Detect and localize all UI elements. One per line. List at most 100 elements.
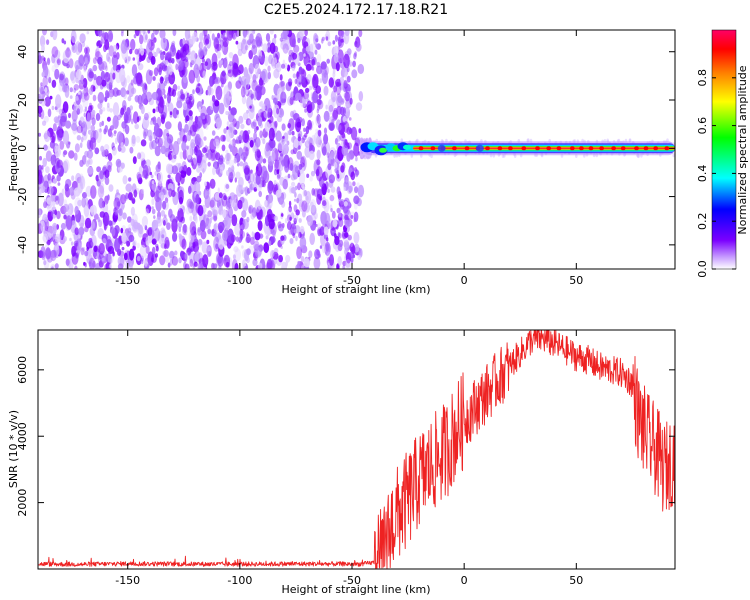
noise-speckle (159, 255, 166, 266)
band-peak-dot (464, 146, 470, 151)
snr-y-axis-title: SNR (10 * v/v) (7, 410, 20, 488)
noise-speckle (65, 47, 71, 58)
noise-speckle (157, 82, 161, 91)
band-peak-dot (599, 146, 604, 151)
noise-speckle (211, 53, 218, 67)
noise-speckle (92, 57, 97, 64)
noise-speckle (304, 108, 308, 113)
noise-speckle (286, 64, 291, 72)
noise-speckle (220, 34, 225, 39)
noise-speckle (358, 128, 362, 134)
noise-speckle (197, 262, 204, 269)
noise-speckle (332, 219, 338, 228)
noise-speckle (249, 183, 255, 191)
noise-speckle (159, 50, 163, 55)
noise-speckle (164, 236, 170, 249)
noise-speckle (113, 51, 117, 58)
noise-speckle (299, 30, 305, 38)
noise-speckle (120, 87, 127, 98)
noise-speckle (228, 105, 231, 111)
noise-speckle (223, 216, 231, 231)
noise-speckle (109, 92, 113, 100)
noise-speckle (229, 145, 234, 153)
noise-speckle (43, 260, 47, 266)
noise-speckle (186, 198, 193, 209)
band-peak-dot (569, 146, 575, 151)
noise-speckle (52, 209, 55, 215)
noise-speckle (298, 218, 302, 223)
noise-speckle (110, 132, 114, 138)
noise-speckle (316, 53, 322, 63)
noise-speckle (198, 106, 202, 113)
noise-speckle (344, 106, 350, 119)
noise-speckle (355, 200, 359, 204)
noise-speckle (255, 174, 261, 185)
noise-speckle (88, 140, 94, 152)
noise-speckle (310, 170, 316, 177)
noise-speckle (328, 174, 335, 184)
noise-speckle (225, 73, 229, 80)
noise-speckle (179, 234, 183, 241)
noise-speckle (265, 33, 271, 42)
noise-speckle (151, 183, 157, 192)
noise-speckle (104, 39, 110, 51)
noise-speckle (135, 72, 143, 85)
noise-speckle (234, 177, 237, 183)
noise-speckle (48, 178, 52, 184)
noise-speckle (344, 30, 350, 37)
noise-speckle (305, 46, 310, 52)
noise-speckle (142, 164, 149, 179)
noise-speckle (330, 90, 337, 103)
noise-speckle (130, 218, 135, 227)
noise-speckle (211, 196, 216, 204)
noise-speckle (285, 261, 288, 267)
colorbar-tick-label: 0.0 (696, 260, 709, 278)
noise-speckle (327, 98, 335, 115)
band-halo (672, 153, 675, 158)
noise-speckle (322, 245, 326, 254)
noise-speckle (162, 216, 168, 226)
noise-speckle (243, 141, 251, 152)
noise-speckle (101, 233, 108, 244)
noise-speckle (277, 221, 282, 229)
noise-speckle (254, 63, 261, 76)
band-peak-dot (611, 146, 616, 151)
noise-speckle (258, 190, 263, 198)
noise-speckle (134, 48, 139, 55)
noise-speckle (54, 242, 59, 251)
noise-speckle (268, 54, 273, 65)
noise-speckle (316, 223, 322, 230)
noise-speckle (233, 246, 239, 253)
noise-speckle (248, 204, 254, 214)
noise-speckle (42, 233, 49, 243)
noise-speckle (231, 30, 238, 40)
noise-speckle (283, 62, 288, 70)
noise-speckle (71, 122, 78, 131)
noise-speckle (87, 129, 92, 135)
noise-speckle (242, 112, 249, 121)
noise-speckle (73, 234, 78, 240)
noise-speckle (231, 138, 236, 148)
noise-speckle (199, 219, 206, 232)
noise-speckle (69, 95, 73, 99)
noise-speckle (221, 46, 225, 52)
noise-speckle (40, 82, 43, 87)
noise-speckle (254, 148, 261, 162)
noise-speckle (222, 230, 228, 242)
noise-speckle (101, 107, 106, 112)
noise-speckle (251, 44, 258, 56)
noise-speckle (117, 263, 124, 269)
noise-speckle (305, 63, 312, 71)
noise-speckle (84, 47, 88, 54)
noise-speckle (158, 82, 166, 91)
noise-speckle (181, 238, 187, 250)
noise-speckle (275, 130, 282, 142)
noise-speckle (112, 44, 119, 52)
noise-speckle (311, 58, 316, 66)
noise-speckle (81, 197, 86, 208)
noise-speckle (147, 129, 154, 142)
noise-speckle (258, 77, 264, 86)
noise-speckle (266, 258, 273, 269)
noise-speckle (111, 54, 118, 67)
noise-speckle (54, 209, 57, 216)
